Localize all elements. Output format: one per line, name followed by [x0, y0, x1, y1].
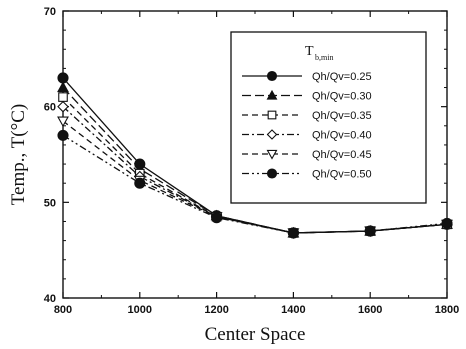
data-point	[57, 100, 69, 113]
legend-marker	[266, 70, 278, 82]
data-point	[211, 212, 223, 224]
legend-marker	[266, 129, 278, 140]
legend-item: Qh/Qv=0.45	[242, 149, 372, 161]
legend-label: Qh/Qv=0.50	[312, 169, 372, 181]
legend-marker	[266, 89, 278, 100]
series-6	[57, 129, 453, 239]
legend-item: Qh/Qv=0.25	[242, 70, 372, 83]
y-tick-label: 70	[44, 6, 56, 18]
legend-item: Qh/Qv=0.35	[242, 110, 372, 122]
series-line	[62, 134, 448, 234]
x-tick-label: 1000	[128, 304, 152, 316]
x-tick-label: 1800	[435, 304, 459, 316]
legend-label: Qh/Qv=0.35	[312, 110, 372, 122]
legend-label: Qh/Qv=0.25	[312, 71, 372, 83]
data-point	[57, 81, 69, 93]
legend-label: Qh/Qv=0.45	[312, 149, 372, 161]
data-point	[57, 129, 69, 141]
data-point	[287, 227, 299, 239]
series-group	[57, 72, 453, 240]
legend-title: T	[305, 44, 314, 59]
legend-marker	[266, 168, 278, 179]
y-tick-label: 50	[44, 197, 56, 209]
y-axis-title: Temp., T(°C)	[8, 104, 29, 205]
legend-marker	[267, 110, 277, 120]
legend-label: Qh/Qv=0.30	[312, 91, 372, 103]
legend-label: Qh/Qv=0.40	[312, 130, 372, 142]
legend-item: Qh/Qv=0.30	[242, 89, 372, 103]
y-tick-label: 40	[44, 293, 56, 305]
data-point	[134, 177, 146, 189]
data-point	[58, 92, 68, 102]
x-tick-label: 1400	[281, 304, 305, 316]
data-point	[57, 116, 69, 128]
legend-item: Qh/Qv=0.40	[242, 129, 372, 142]
data-point	[441, 217, 453, 229]
x-tick-label: 800	[54, 304, 72, 316]
ticks: 800 1000 1200 1400 1600 1800 40 50 60 70	[44, 6, 459, 316]
x-tick-label: 1200	[204, 304, 228, 316]
legend-item: Qh/Qv=0.50	[242, 168, 372, 181]
data-point	[364, 225, 376, 237]
legend-title-subscript: b,min	[315, 53, 333, 62]
legend-box	[230, 31, 427, 204]
y-tick-label: 60	[44, 102, 56, 114]
legend-marker	[266, 149, 278, 160]
x-tick-label: 1600	[358, 304, 382, 316]
x-axis-title: Center Space	[205, 324, 306, 345]
